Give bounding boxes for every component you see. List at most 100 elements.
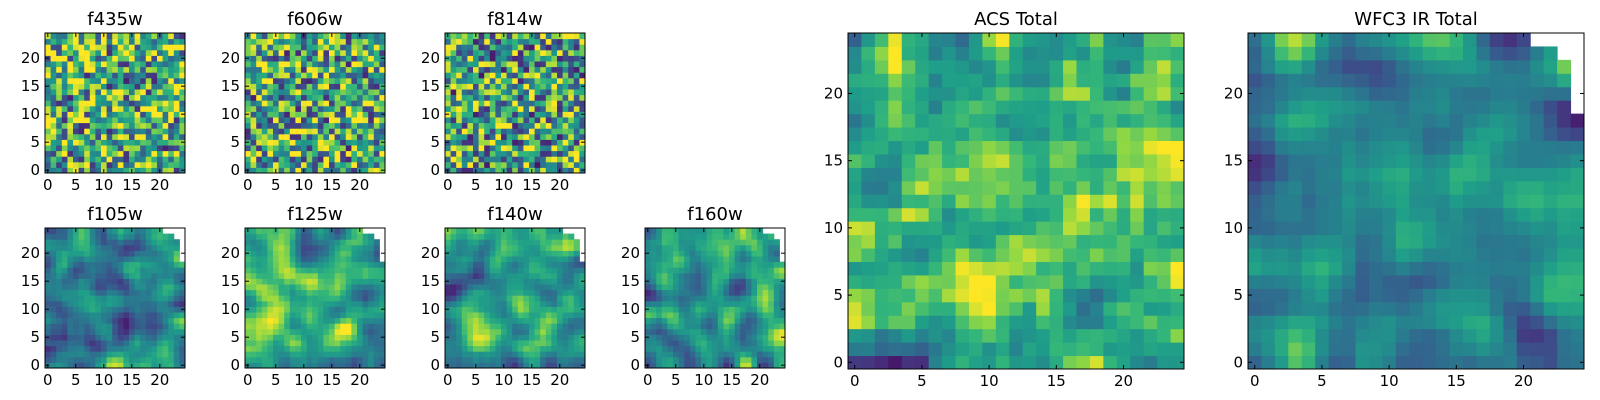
heatmap-cell (512, 278, 519, 285)
heatmap-cell (78, 156, 85, 163)
heatmap-cell (568, 256, 575, 263)
heatmap-cell (357, 117, 364, 124)
heatmap-cell (173, 250, 180, 257)
heatmap-cell (734, 300, 741, 307)
heatmap-cell (312, 122, 319, 129)
heatmap-cell (162, 295, 169, 302)
heatmap-cell (478, 278, 485, 285)
heatmap-cell (568, 117, 575, 124)
heatmap-cell (179, 323, 186, 330)
heatmap-cell (284, 233, 291, 240)
heatmap-cell (134, 284, 141, 291)
heatmap-cell (684, 284, 691, 291)
heatmap-cell (168, 145, 175, 152)
heatmap-cell (73, 72, 80, 79)
heatmap-cell (289, 250, 296, 257)
heatmap-cell (579, 261, 586, 268)
heatmap-cell (484, 317, 491, 324)
heatmap-cell (368, 356, 375, 363)
heatmap-cell (661, 261, 668, 268)
y-tick-label: 20 (221, 49, 240, 67)
heatmap-cell (762, 323, 769, 330)
heatmap-cell (762, 312, 769, 319)
heatmap-cell (345, 167, 352, 174)
heatmap-cell (1049, 342, 1064, 357)
heatmap-cell (284, 33, 291, 40)
heatmap-cell (151, 340, 158, 347)
heatmap-cell (467, 244, 474, 251)
heatmap-cell (162, 55, 169, 62)
heatmap-cell (117, 239, 124, 246)
heatmap-cell (106, 44, 113, 51)
heatmap-cell (295, 145, 302, 152)
heatmap-cell (661, 267, 668, 274)
heatmap-cell (278, 156, 285, 163)
heatmap-cell (73, 250, 80, 257)
heatmap-cell (1116, 301, 1131, 316)
heatmap-cell (61, 167, 68, 174)
heatmap-cell (562, 362, 569, 369)
heatmap-cell (1049, 355, 1064, 370)
heatmap-cell (773, 244, 780, 251)
heatmap-cell (123, 156, 130, 163)
heatmap-cell (1116, 221, 1131, 236)
heatmap-cell (506, 340, 513, 347)
heatmap-cell (78, 100, 85, 107)
heatmap-cell (489, 250, 496, 257)
heatmap-cell (523, 328, 530, 335)
heatmap-cell (140, 38, 147, 45)
heatmap-cell (317, 300, 324, 307)
heatmap-cell (484, 284, 491, 291)
heatmap-cell (56, 161, 63, 168)
heatmap-cell (340, 77, 347, 84)
heatmap-cell (540, 256, 547, 263)
heatmap-cell (445, 289, 452, 296)
heatmap-cell (779, 345, 786, 352)
heatmap-cell (942, 140, 957, 155)
heatmap-cell (84, 105, 91, 112)
heatmap-cell (506, 272, 513, 279)
heatmap-cell (1022, 248, 1037, 262)
heatmap-cell (317, 278, 324, 285)
heatmap-cell (334, 128, 341, 135)
heatmap-cell (145, 345, 152, 352)
heatmap-cell (517, 239, 524, 246)
heatmap-cell (450, 256, 457, 263)
heatmap-cell (1170, 342, 1185, 357)
heatmap-cell (61, 100, 68, 107)
heatmap-cell (768, 323, 775, 330)
heatmap-cell (345, 105, 352, 112)
heatmap-cell (650, 250, 657, 257)
heatmap-cell (362, 38, 369, 45)
heatmap-cell (67, 312, 74, 319)
heatmap-cell (506, 61, 513, 68)
heatmap-cell (506, 100, 513, 107)
heatmap-cell (551, 256, 558, 263)
heatmap-cell (317, 128, 324, 135)
heatmap-cell (278, 340, 285, 347)
heatmap-cell (306, 228, 313, 235)
heatmap-cell (551, 328, 558, 335)
heatmap-cell (656, 356, 663, 363)
heatmap-cell (289, 61, 296, 68)
heatmap-cell (915, 328, 930, 343)
heatmap-cell (982, 328, 997, 343)
heatmap-cell (134, 61, 141, 68)
heatmap-cell (179, 317, 186, 324)
heatmap-cell (129, 128, 136, 135)
heatmap-cell (123, 362, 130, 369)
heatmap-cell (751, 345, 758, 352)
heatmap-cell (729, 334, 736, 341)
heatmap-cell (306, 139, 313, 146)
heatmap-cell (706, 295, 713, 302)
heatmap-cell (112, 128, 119, 135)
heatmap-cell (267, 306, 274, 313)
heatmap-cell (512, 351, 519, 358)
heatmap-cell (256, 145, 263, 152)
heatmap-cell (982, 221, 997, 236)
heatmap-cell (84, 295, 91, 302)
heatmap-cell (168, 111, 175, 118)
heatmap-cell (140, 128, 147, 135)
heatmap-cell (757, 250, 764, 257)
heatmap-cell (129, 61, 136, 68)
